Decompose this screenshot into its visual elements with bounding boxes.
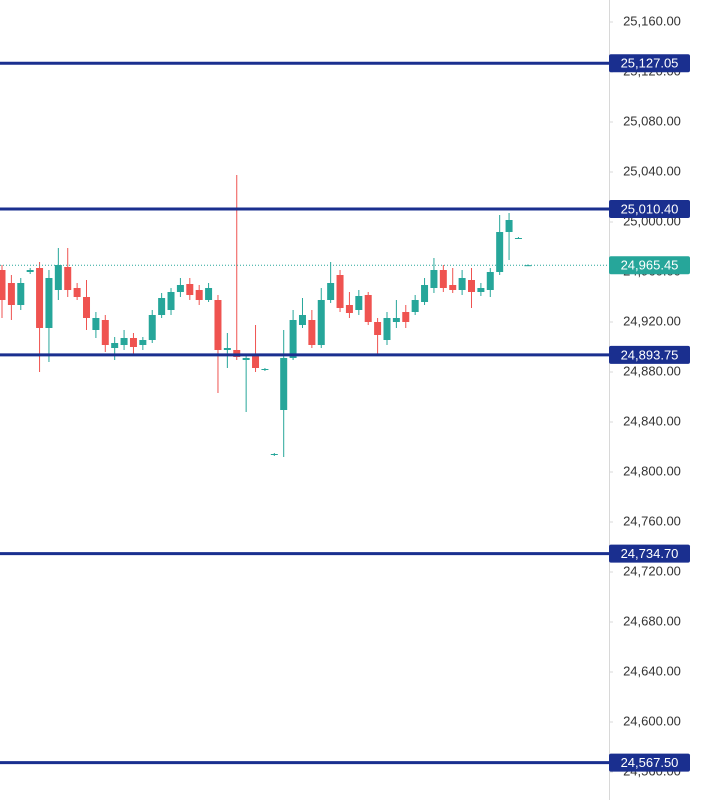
y-tick-label: 25,080.00 bbox=[623, 113, 681, 128]
candle-body bbox=[505, 220, 513, 232]
y-tick-label: 24,920.00 bbox=[623, 313, 681, 328]
candle-body bbox=[101, 320, 109, 345]
candle-body bbox=[270, 454, 278, 455]
candle-body bbox=[411, 300, 419, 312]
candle-body bbox=[289, 320, 297, 358]
level-box bbox=[609, 54, 690, 73]
y-tick-label: 25,160.00 bbox=[623, 13, 681, 28]
candle-body bbox=[214, 300, 222, 350]
candle-body bbox=[345, 305, 353, 313]
candle-body bbox=[430, 270, 438, 288]
candle-body bbox=[176, 285, 184, 292]
candle-body bbox=[449, 285, 457, 290]
candle-body bbox=[308, 320, 316, 345]
candle-body bbox=[36, 268, 44, 328]
candle-body bbox=[364, 295, 372, 322]
candle-body bbox=[120, 338, 128, 345]
candle-body bbox=[458, 278, 466, 290]
candle-body bbox=[261, 369, 269, 370]
candle-body bbox=[280, 358, 288, 410]
candle-body bbox=[242, 358, 250, 360]
y-tick-label: 24,720.00 bbox=[623, 563, 681, 578]
y-tick-label: 24,680.00 bbox=[623, 613, 681, 628]
y-tick-label: 24,840.00 bbox=[623, 413, 681, 428]
candle-body bbox=[83, 297, 91, 318]
candle-body bbox=[524, 265, 532, 267]
candle-body bbox=[327, 283, 335, 300]
candle-body bbox=[7, 283, 15, 305]
candle-body bbox=[336, 275, 344, 308]
candle-body bbox=[148, 315, 156, 340]
y-tick-label: 24,880.00 bbox=[623, 363, 681, 378]
candle-body bbox=[439, 270, 447, 288]
candle-body bbox=[54, 265, 62, 290]
candle-body bbox=[129, 338, 137, 347]
candle-body bbox=[0, 270, 6, 300]
candle-body bbox=[383, 318, 391, 340]
candle-body bbox=[158, 298, 166, 315]
candle-body bbox=[64, 267, 72, 290]
candle-body bbox=[45, 278, 53, 328]
candle-body bbox=[402, 312, 410, 322]
candle-body bbox=[514, 238, 522, 239]
candle-body bbox=[496, 232, 504, 272]
candle-body bbox=[111, 343, 119, 348]
level-label: 24,734.70 bbox=[621, 546, 679, 561]
candle-body bbox=[17, 283, 25, 305]
candle-body bbox=[205, 288, 213, 300]
level-label: 24,893.75 bbox=[621, 347, 679, 362]
candle-body bbox=[355, 296, 363, 310]
candle-body bbox=[317, 300, 325, 345]
candle-body bbox=[421, 285, 429, 302]
candle-body bbox=[167, 292, 175, 310]
candle-body bbox=[392, 318, 400, 322]
level-label: 24,567.50 bbox=[621, 755, 679, 770]
level-box bbox=[609, 544, 690, 563]
level-box bbox=[609, 200, 690, 218]
y-tick-label: 24,600.00 bbox=[623, 713, 681, 728]
y-tick-label: 24,640.00 bbox=[623, 663, 681, 678]
candle-body bbox=[298, 315, 306, 325]
y-tick-label: 25,040.00 bbox=[623, 163, 681, 178]
candle-body bbox=[477, 288, 485, 292]
level-label: 25,010.40 bbox=[621, 201, 679, 216]
level-label: 25,127.05 bbox=[621, 56, 679, 71]
candle-body bbox=[186, 284, 194, 295]
candle-body bbox=[486, 272, 494, 290]
candle-body bbox=[468, 280, 475, 292]
last-price-label: 24,965.45 bbox=[621, 258, 679, 273]
candle-body bbox=[374, 322, 382, 335]
level-box bbox=[609, 345, 690, 364]
y-tick-label: 24,760.00 bbox=[623, 513, 681, 528]
candle-body bbox=[195, 290, 203, 300]
candle-body bbox=[26, 270, 34, 272]
candle-body bbox=[252, 355, 260, 368]
level-box bbox=[609, 753, 690, 772]
candle-body bbox=[92, 318, 100, 330]
last-price-box bbox=[609, 256, 690, 275]
candle-body bbox=[223, 348, 231, 350]
candle-body bbox=[139, 340, 147, 345]
candle-body bbox=[73, 288, 81, 297]
y-tick-label: 24,800.00 bbox=[623, 463, 681, 478]
